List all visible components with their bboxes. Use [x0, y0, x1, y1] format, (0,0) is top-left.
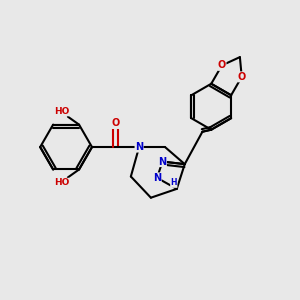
Text: N: N — [135, 142, 143, 152]
Text: O: O — [218, 60, 226, 70]
Text: HO: HO — [54, 178, 69, 187]
Text: H: H — [170, 178, 177, 188]
Text: N: N — [158, 157, 166, 166]
Text: O: O — [111, 118, 120, 128]
Text: HO: HO — [54, 107, 69, 116]
Text: N: N — [153, 173, 161, 183]
Text: O: O — [238, 72, 246, 82]
